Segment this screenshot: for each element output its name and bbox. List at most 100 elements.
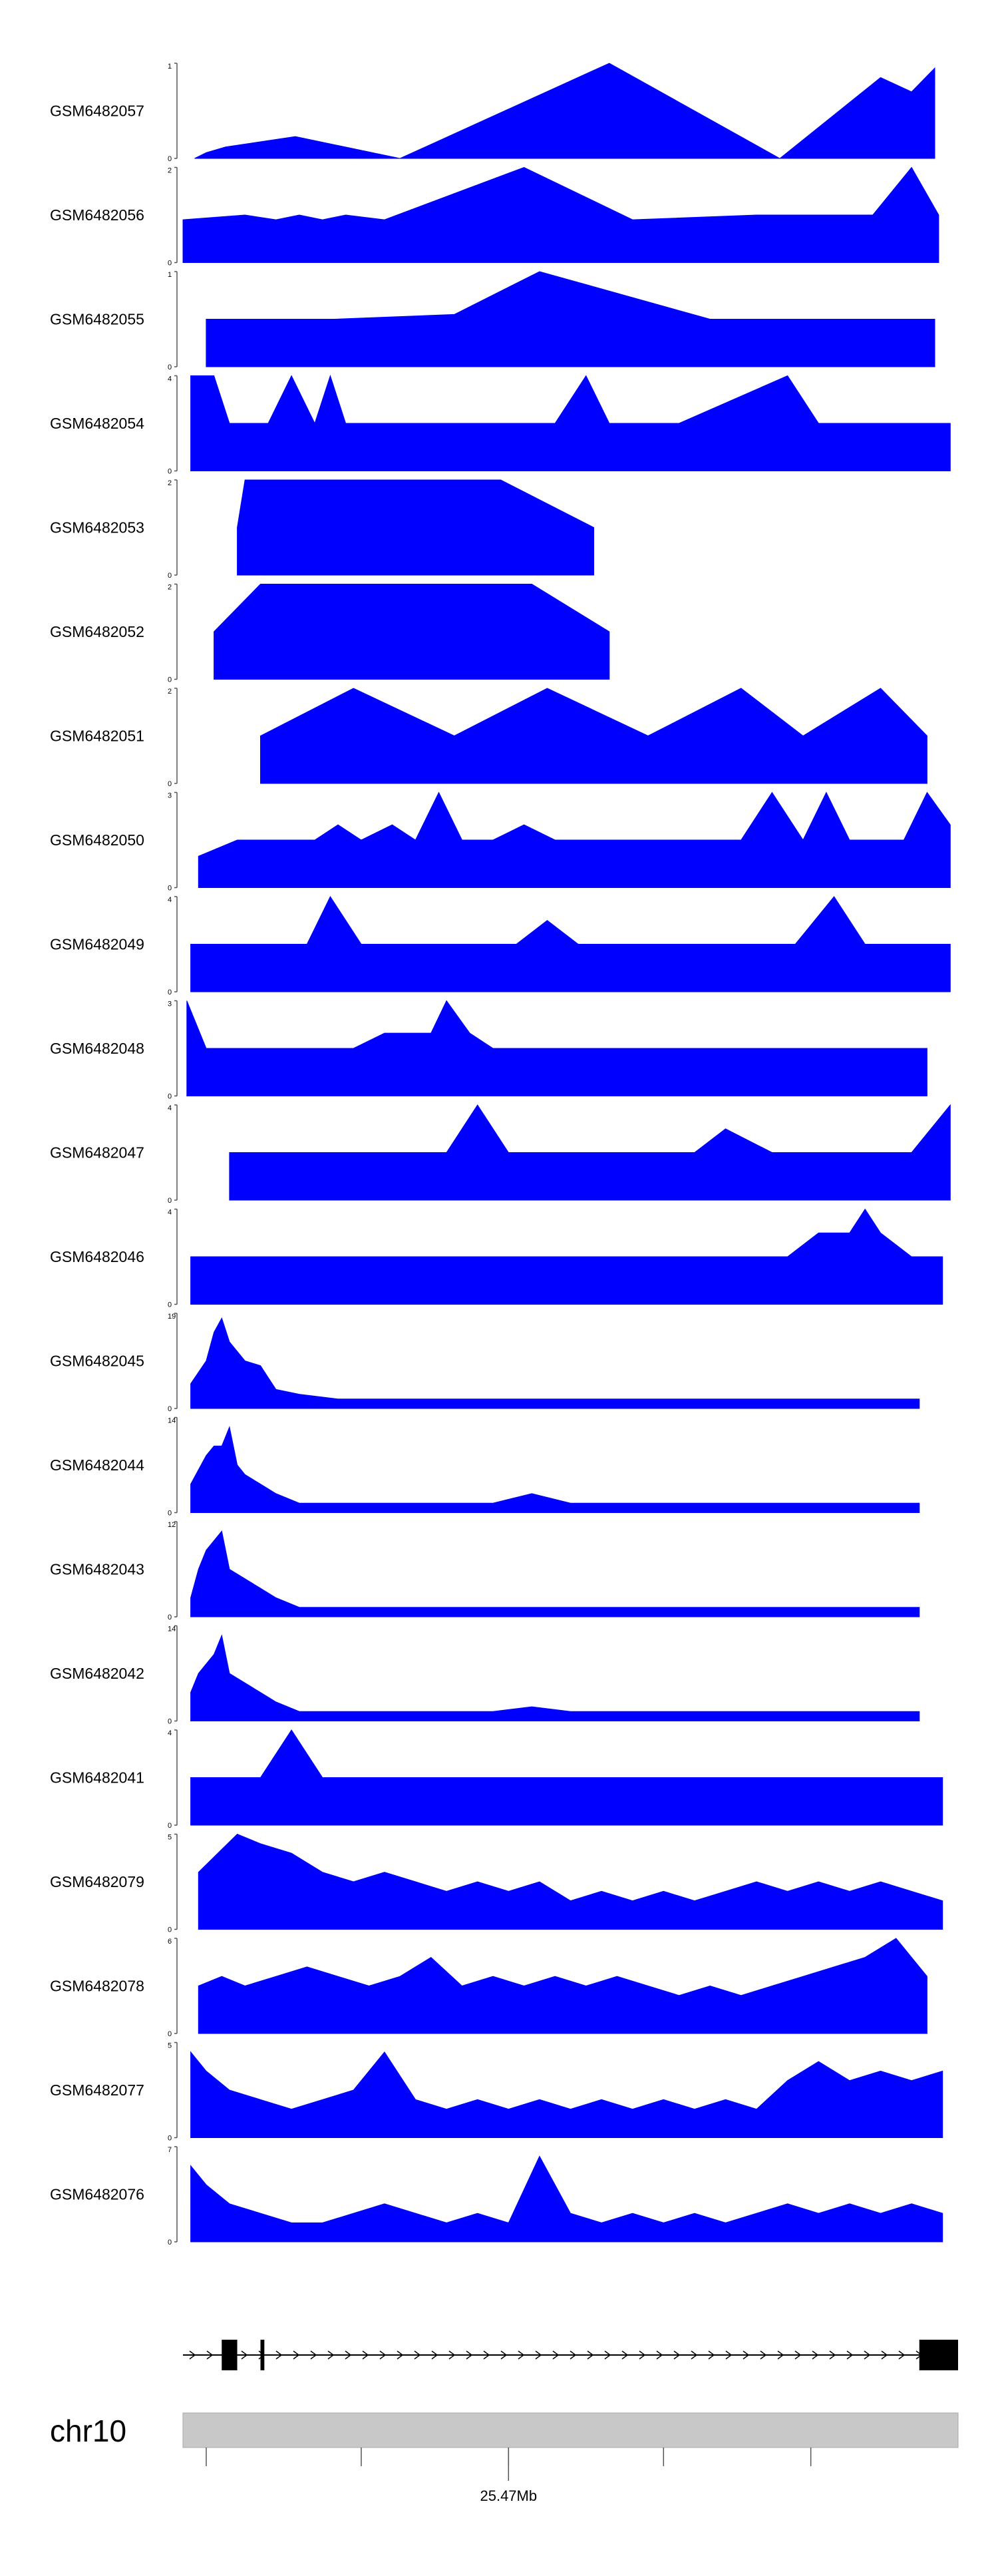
strand-arrow xyxy=(898,2350,906,2360)
strand-arrow xyxy=(812,2350,819,2360)
track-GSM6482046: GSM6482046 4 0 xyxy=(50,1209,943,1309)
track-label: GSM6482054 xyxy=(50,415,144,432)
track-label: GSM6482043 xyxy=(50,1561,144,1578)
y-min-label: 0 xyxy=(168,1093,172,1101)
track-GSM6482048: GSM6482048 3 0 xyxy=(50,1000,927,1101)
y-max-label: 5 xyxy=(168,2042,172,2050)
track-GSM6482042: GSM6482042 14 0 xyxy=(50,1625,920,1726)
strand-arrow xyxy=(241,2350,248,2360)
strand-arrow xyxy=(552,2350,560,2360)
track-label: GSM6482045 xyxy=(50,1353,144,1370)
track-label: GSM6482042 xyxy=(50,1665,144,1682)
track-GSM6482047: GSM6482047 4 0 xyxy=(50,1104,951,1205)
coverage-area xyxy=(190,1426,920,1513)
strand-arrow xyxy=(310,2350,317,2360)
strand-arrow xyxy=(466,2350,473,2360)
strand-arrow xyxy=(414,2350,421,2360)
coverage-area xyxy=(186,1000,927,1096)
chromosome-ideogram: chr10 25.47Mb xyxy=(50,2412,959,2504)
strand-arrow xyxy=(206,2350,214,2360)
track-GSM6482057: GSM6482057 1 0 xyxy=(50,63,935,163)
track-label: GSM6482041 xyxy=(50,1769,144,1787)
strand-arrow xyxy=(500,2350,508,2360)
position-label: 25.47Mb xyxy=(480,2487,537,2504)
coverage-area xyxy=(190,1634,920,1721)
y-min-label: 0 xyxy=(168,1301,172,1309)
strand-arrow xyxy=(794,2350,802,2360)
y-max-label: 6 xyxy=(168,1938,172,1946)
strand-arrow xyxy=(379,2350,387,2360)
y-max-label: 12 xyxy=(168,1521,176,1529)
track-GSM6482041: GSM6482041 4 0 xyxy=(50,1729,943,1830)
y-max-label: 2 xyxy=(168,688,172,696)
track-label: GSM6482079 xyxy=(50,1873,144,1890)
track-GSM6482076: GSM6482076 7 0 xyxy=(50,2146,943,2247)
track-label: GSM6482047 xyxy=(50,1144,144,1162)
strand-arrow xyxy=(587,2350,594,2360)
strand-arrow xyxy=(673,2350,681,2360)
y-min-label: 0 xyxy=(168,1718,172,1726)
y-max-label: 2 xyxy=(168,167,172,175)
strand-arrow xyxy=(881,2350,888,2360)
track-label: GSM6482044 xyxy=(50,1456,144,1474)
track-label: GSM6482078 xyxy=(50,1978,144,1995)
y-max-label: 7 xyxy=(168,2146,172,2154)
strand-arrow xyxy=(397,2350,404,2360)
y-min-label: 0 xyxy=(168,1926,172,1934)
y-max-label: 3 xyxy=(168,1000,172,1008)
y-min-label: 0 xyxy=(168,2239,172,2247)
y-min-label: 0 xyxy=(168,1613,172,1621)
y-max-label: 2 xyxy=(168,584,172,592)
strand-arrow xyxy=(431,2350,438,2360)
coverage-area xyxy=(190,1208,943,1305)
strand-arrow xyxy=(864,2350,871,2360)
y-max-label: 14 xyxy=(168,1625,176,1633)
exon-block xyxy=(260,2340,265,2370)
y-min-label: 0 xyxy=(168,1405,172,1413)
coverage-area xyxy=(182,166,939,263)
track-label: GSM6482046 xyxy=(50,1248,144,1265)
coverage-tracks: GSM648205710GSM648205620GSM648205510GSM6… xyxy=(50,63,951,2247)
coverage-area xyxy=(190,1530,920,1617)
y-min-label: 0 xyxy=(168,468,172,476)
strand-arrow xyxy=(570,2350,577,2360)
coverage-area xyxy=(190,374,951,471)
y-min-label: 0 xyxy=(168,572,172,580)
y-min-label: 0 xyxy=(168,885,172,893)
strand-arrow xyxy=(448,2350,456,2360)
strand-arrow xyxy=(777,2350,784,2360)
coverage-area xyxy=(229,1104,951,1201)
track-GSM6482053: GSM6482053 2 0 xyxy=(50,479,594,580)
y-max-label: 14 xyxy=(168,1417,176,1425)
track-GSM6482051: GSM6482051 2 0 xyxy=(50,688,927,788)
exon-block xyxy=(222,2340,238,2370)
strand-arrow xyxy=(829,2350,836,2360)
chromosome-band xyxy=(182,2412,959,2448)
y-max-label: 4 xyxy=(168,896,172,904)
y-max-label: 1 xyxy=(168,271,172,279)
track-GSM6482043: GSM6482043 12 0 xyxy=(50,1521,920,1621)
y-min-label: 0 xyxy=(168,363,172,371)
coverage-area xyxy=(190,895,951,992)
coverage-area xyxy=(190,2155,943,2243)
track-label: GSM6482053 xyxy=(50,519,144,537)
strand-arrow xyxy=(691,2350,698,2360)
track-label: GSM6482049 xyxy=(50,936,144,953)
strand-arrow xyxy=(535,2350,542,2360)
track-GSM6482050: GSM6482050 3 0 xyxy=(50,791,951,893)
coverage-area xyxy=(190,1317,920,1409)
gene-model-track xyxy=(183,2340,958,2370)
coverage-area xyxy=(260,688,927,784)
y-min-label: 0 xyxy=(168,1197,172,1205)
y-max-label: 5 xyxy=(168,1834,172,1842)
chromosome-label: chr10 xyxy=(50,2414,126,2448)
track-GSM6482054: GSM6482054 4 0 xyxy=(50,374,951,476)
strand-arrow xyxy=(621,2350,629,2360)
y-max-label: 4 xyxy=(168,1104,172,1112)
track-GSM6482044: GSM6482044 14 0 xyxy=(50,1417,920,1518)
y-min-label: 0 xyxy=(168,676,172,684)
track-GSM6482077: GSM6482077 5 0 xyxy=(50,2042,943,2143)
track-label: GSM6482055 xyxy=(50,311,144,328)
strand-arrow xyxy=(345,2350,352,2360)
